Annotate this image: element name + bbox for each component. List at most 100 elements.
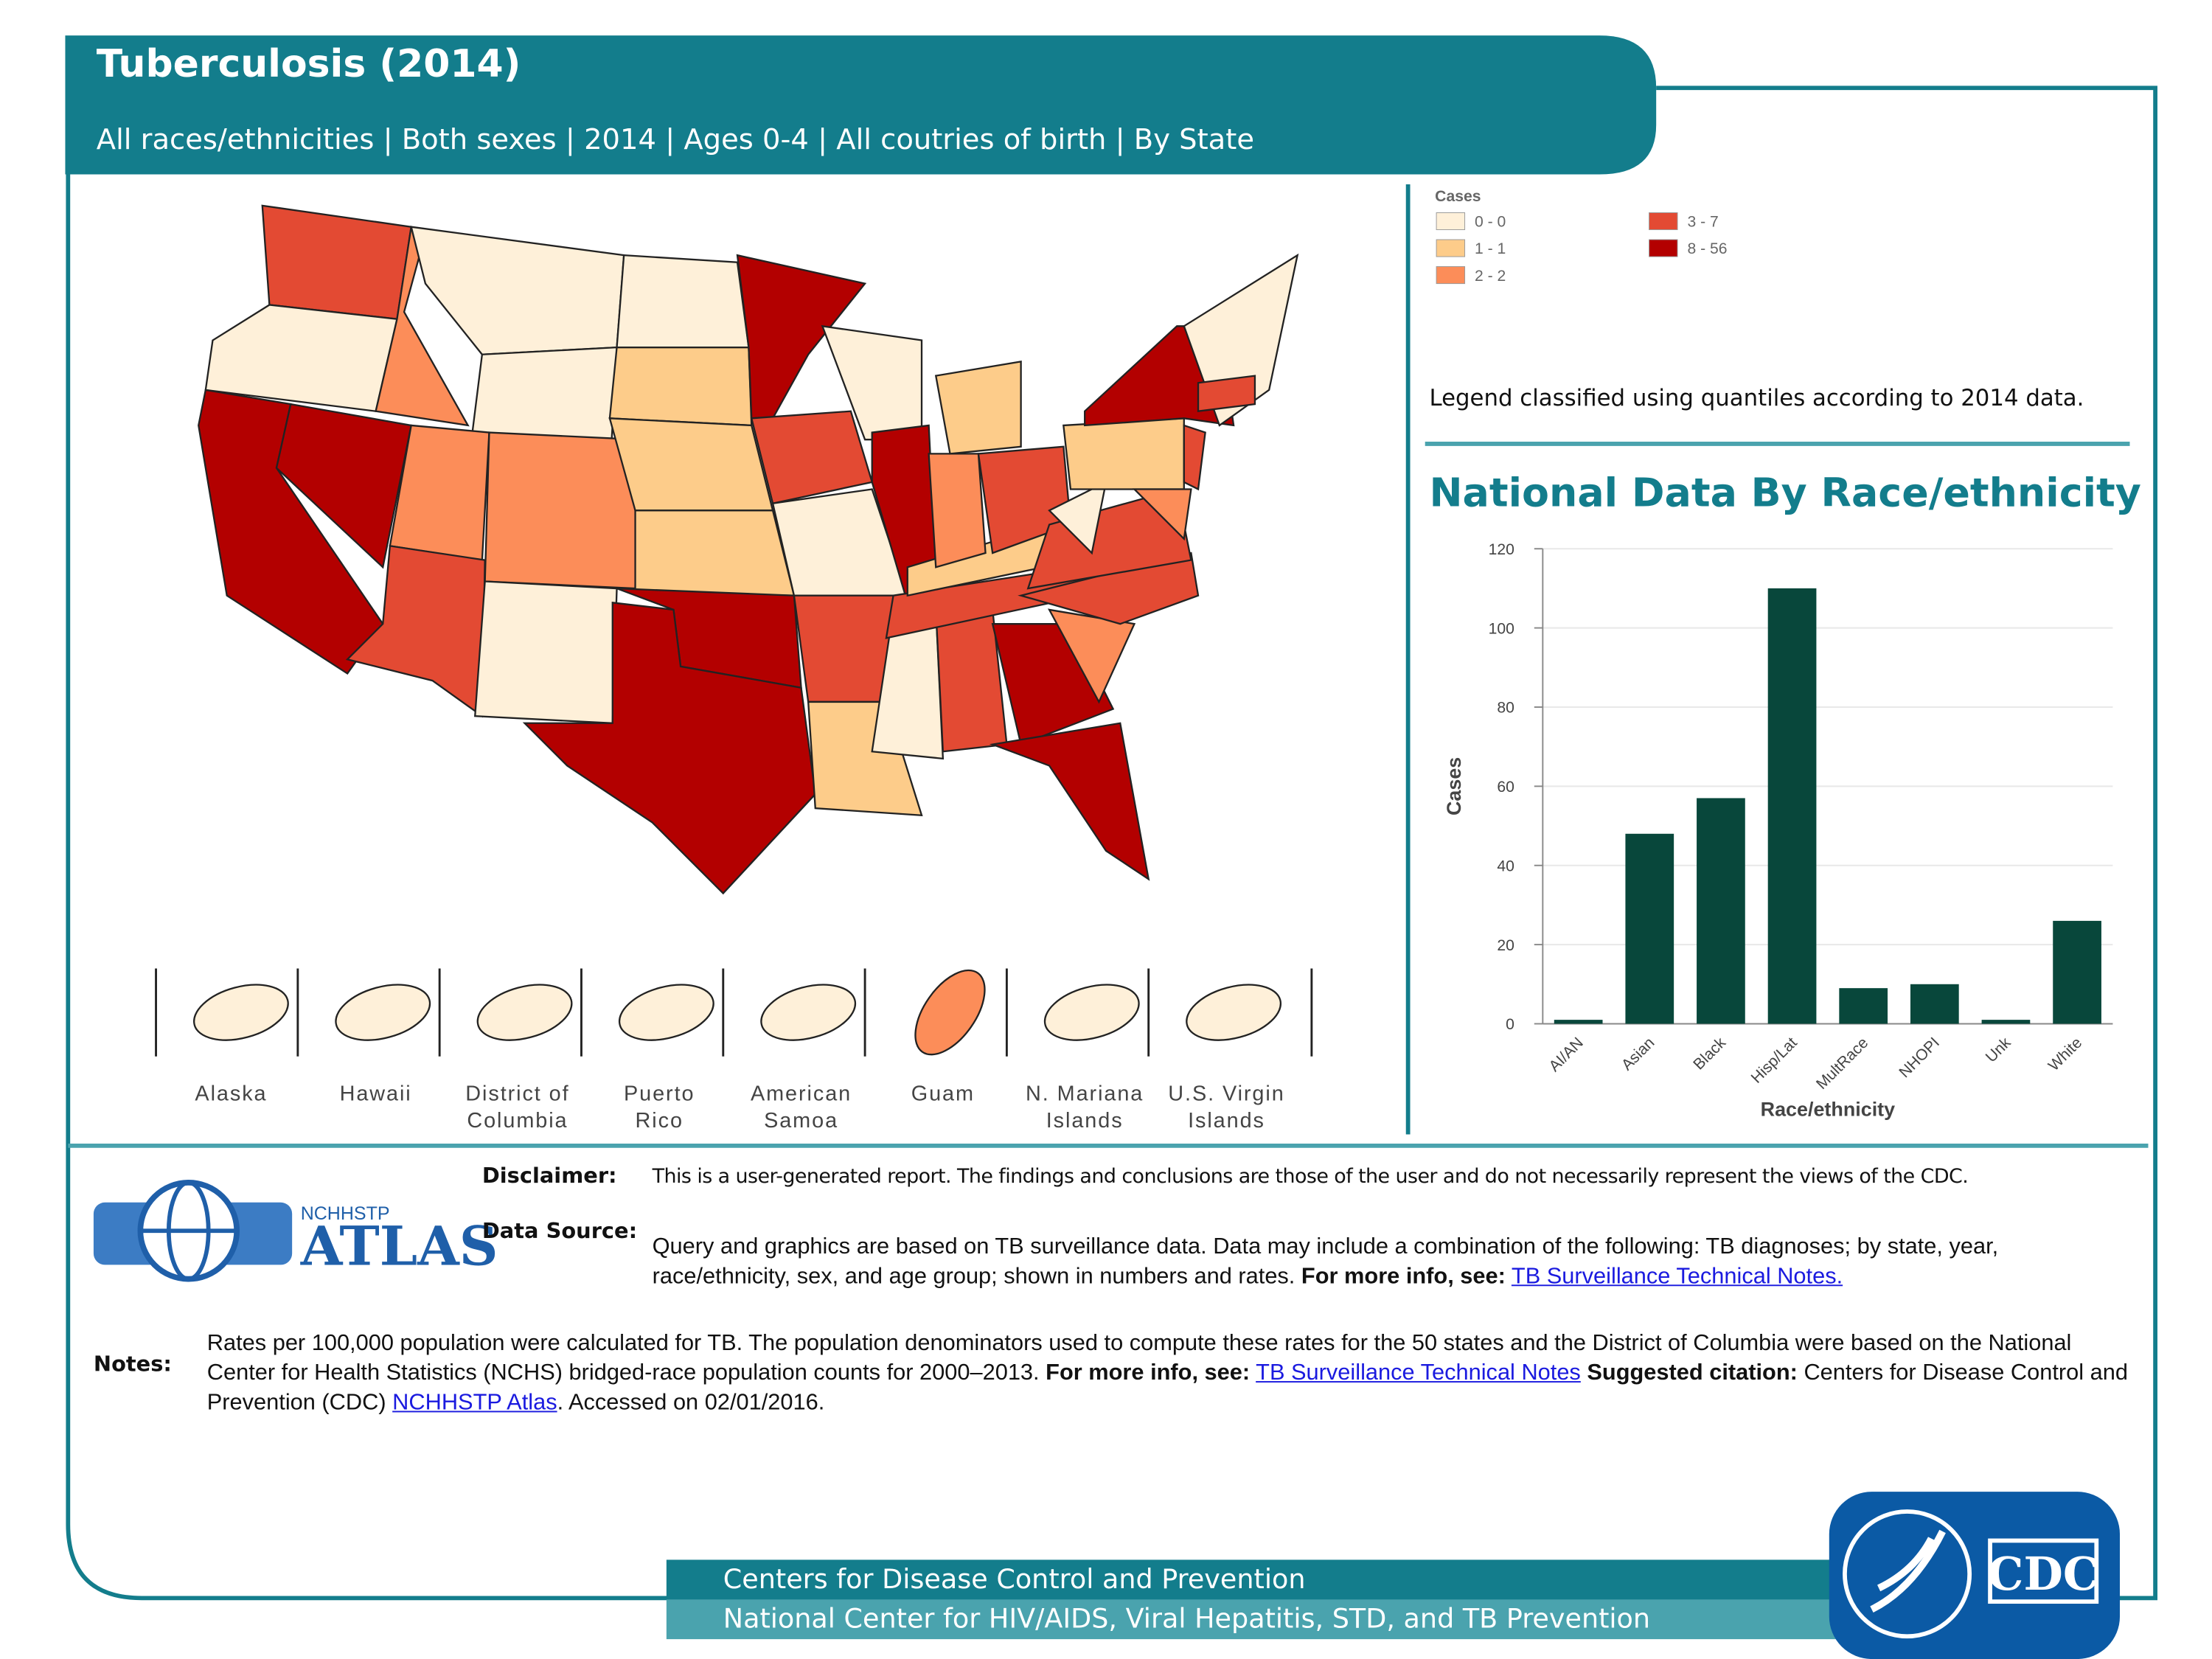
x-tick-label: MultRace bbox=[1813, 1034, 1871, 1093]
logo-small: NCHHSTP bbox=[301, 1203, 390, 1224]
territory bbox=[914, 969, 986, 1056]
bar bbox=[1554, 1020, 1603, 1024]
x-tick-label: Unk bbox=[1983, 1034, 2014, 1065]
hhs-seal bbox=[1870, 1529, 1946, 1613]
legend-swatch bbox=[1436, 266, 1466, 285]
territory-label: District of bbox=[465, 1082, 569, 1105]
state bbox=[634, 509, 796, 597]
link[interactable]: NCHHSTP Atlas bbox=[392, 1391, 557, 1416]
territory bbox=[618, 984, 714, 1041]
bar bbox=[1625, 833, 1674, 1024]
state bbox=[1132, 488, 1192, 541]
territory bbox=[1186, 984, 1282, 1041]
bar bbox=[1910, 984, 1959, 1024]
state bbox=[750, 410, 874, 505]
center: National Center for HIV/AIDS, Viral Hepa… bbox=[723, 1603, 1650, 1635]
y-tick-label: 0 bbox=[1506, 1016, 1514, 1033]
territory-label: Islands bbox=[1188, 1109, 1265, 1133]
state bbox=[1183, 424, 1206, 491]
x-tick-label: Asian bbox=[1618, 1034, 1658, 1074]
territory-label: Islands bbox=[1046, 1109, 1124, 1133]
y-axis-label: Cases bbox=[1443, 757, 1465, 815]
state bbox=[616, 254, 750, 349]
bar-chart: 0 20 40 60 80 100 120 AI/AN Asian Black Hisp/Lat Mu… bbox=[1443, 541, 2113, 1120]
notes-label: Notes: bbox=[93, 1351, 172, 1377]
hhs-seal bbox=[1843, 1509, 1972, 1639]
logo: ATLAS bbox=[300, 1214, 498, 1278]
state bbox=[608, 417, 774, 512]
territory-label: Puerto bbox=[624, 1082, 695, 1105]
link[interactable]: TB Surveillance Technical Notes. bbox=[1511, 1265, 1843, 1290]
territory-label: Rico bbox=[636, 1109, 684, 1133]
bar bbox=[1767, 588, 1817, 1024]
text: Query and graphics are based on TB surve… bbox=[652, 1235, 1999, 1290]
y-tick-label: 20 bbox=[1497, 937, 1514, 954]
state bbox=[474, 580, 618, 724]
frame bbox=[66, 86, 2157, 1601]
text: Suggested citation: bbox=[1587, 1361, 1798, 1385]
state bbox=[989, 722, 1150, 881]
text: Centers for Disease Control and Preventi… bbox=[206, 1361, 2129, 1416]
cdc: CDC bbox=[1988, 1547, 2099, 1601]
legend-label: 1 - 1 bbox=[1475, 240, 1506, 257]
x-tick-label: AI/AN bbox=[1546, 1034, 1587, 1075]
legend-note: Legend classified using quantiles accord… bbox=[1429, 384, 2084, 411]
x-tick-label: NHOPI bbox=[1896, 1034, 1943, 1082]
territory-label: Columbia bbox=[467, 1109, 568, 1133]
legend-swatch bbox=[1436, 239, 1466, 257]
territories: Alaska Hawaii District of Columbia Puerto Ric… bbox=[155, 968, 1313, 1133]
state bbox=[1047, 608, 1136, 704]
notes: Rates per 100,000 population were calcul… bbox=[207, 1329, 2135, 1418]
state bbox=[484, 431, 639, 590]
legend-swatch bbox=[1436, 212, 1466, 231]
state bbox=[793, 594, 894, 703]
bar bbox=[1839, 988, 1888, 1024]
text: Rates per 100,000 population were calcul… bbox=[206, 1331, 2072, 1385]
territory-label: Guam bbox=[911, 1082, 975, 1105]
x-axis-label: Race/ethnicity bbox=[1761, 1098, 1895, 1120]
state bbox=[1197, 375, 1256, 413]
state bbox=[1062, 417, 1185, 490]
disclaimer: This is a user-generated report. The fin… bbox=[652, 1165, 1969, 1189]
state bbox=[1048, 480, 1107, 555]
text: . Accessed on 02/01/2016. bbox=[557, 1391, 825, 1416]
legend-title: Cases bbox=[1435, 188, 1481, 205]
territory-label: Alaska bbox=[195, 1082, 267, 1105]
y-tick-label: 80 bbox=[1497, 700, 1514, 717]
text: For more info, see: bbox=[1301, 1265, 1506, 1290]
territory-label: Samoa bbox=[764, 1109, 838, 1133]
header-band bbox=[65, 35, 1657, 175]
territory-label: N. Mariana bbox=[1026, 1082, 1144, 1105]
map bbox=[198, 204, 1299, 895]
state bbox=[928, 453, 987, 568]
state bbox=[934, 361, 1022, 455]
territory bbox=[476, 984, 573, 1041]
cdc-box bbox=[1992, 1543, 2095, 1600]
bar bbox=[2053, 920, 2101, 1024]
x-tick-label: White bbox=[2045, 1034, 2085, 1074]
state bbox=[608, 347, 753, 427]
x-tick-label: Hisp/Lat bbox=[1748, 1034, 1801, 1087]
territory-label: Hawaii bbox=[340, 1082, 412, 1105]
data-source: Query and graphics are based on TB surve… bbox=[653, 1232, 2099, 1292]
text: For more info, see: bbox=[1046, 1361, 1251, 1385]
link[interactable]: TB Surveillance Technical Notes bbox=[1256, 1361, 1581, 1385]
territory-label: U.S. Virgin bbox=[1168, 1082, 1284, 1105]
agency: Centers for Disease Control and Preventi… bbox=[723, 1563, 1306, 1595]
footer-band bbox=[666, 1599, 1844, 1640]
legend-swatch bbox=[1649, 212, 1678, 231]
data-source-label: Data Source: bbox=[481, 1217, 638, 1244]
title: Tuberculosis (2014) bbox=[96, 42, 521, 87]
legend-label: 2 - 2 bbox=[1475, 268, 1506, 285]
state bbox=[1026, 488, 1192, 590]
legend-label: 8 - 56 bbox=[1687, 240, 1727, 257]
legend-label: 0 - 0 bbox=[1475, 214, 1506, 231]
state bbox=[261, 204, 413, 320]
territory bbox=[1043, 984, 1140, 1041]
legend-swatch bbox=[1649, 239, 1678, 257]
x-tick-label: Black bbox=[1690, 1034, 1729, 1073]
state bbox=[275, 403, 413, 569]
territory bbox=[192, 984, 289, 1041]
